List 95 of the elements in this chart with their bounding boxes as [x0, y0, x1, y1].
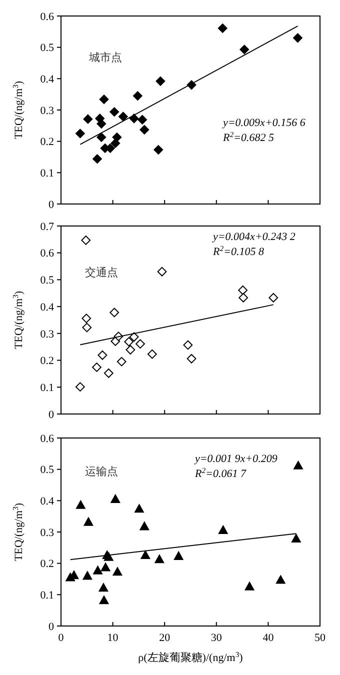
annotation: 运输点	[85, 465, 118, 478]
x-tick-label: 20	[159, 632, 171, 644]
point	[104, 368, 114, 378]
annotation: R$^{2}$=0.682 5	[222, 130, 274, 144]
point	[81, 236, 91, 245]
y-tick-label: 0.1	[40, 590, 54, 602]
y-tick-label: 0.6	[40, 248, 54, 260]
y-tick-label: 0	[48, 408, 54, 421]
point	[110, 494, 120, 503]
point	[186, 354, 196, 364]
y-tick-label: 0.7	[40, 220, 54, 233]
point	[82, 322, 92, 332]
y-tick-label: 0.2	[40, 355, 54, 368]
point	[100, 562, 110, 572]
point	[276, 575, 286, 584]
point	[110, 107, 120, 117]
point	[112, 132, 122, 142]
point	[126, 345, 136, 355]
annotation: y=0.001 9x+0.209	[194, 453, 278, 465]
y-tick-label: 0.3	[40, 526, 54, 539]
point	[104, 552, 114, 561]
point	[140, 125, 150, 134]
annotation: y=0.004x+0.243 2	[212, 231, 296, 243]
point	[138, 115, 148, 124]
point	[83, 114, 93, 124]
annotation: 城市点	[88, 51, 122, 64]
y-tick-label: 0.1	[40, 168, 54, 180]
point	[154, 145, 164, 154]
y-tick-label: 0.4	[40, 74, 54, 86]
point	[96, 132, 106, 142]
point	[110, 308, 120, 318]
y-tick-label: 0.6	[40, 432, 54, 445]
y-tick-label: 0.3	[40, 328, 54, 340]
point	[129, 332, 139, 342]
y-tick-label: 0.2	[40, 558, 54, 570]
point	[99, 596, 109, 604]
point	[174, 551, 184, 560]
point	[99, 94, 109, 104]
point	[112, 567, 122, 576]
x-axis-title: ρ(左旋葡聚糖)/(ng/m$^{3}$)	[138, 650, 244, 664]
point	[140, 522, 150, 530]
point	[92, 154, 102, 164]
point	[124, 337, 134, 346]
point	[156, 76, 166, 86]
y-tick-label: 0.6	[40, 10, 54, 23]
point	[118, 112, 128, 122]
point	[134, 504, 144, 513]
y-tick-label: 0	[48, 198, 54, 211]
point	[244, 582, 254, 590]
annotation: 交通点	[85, 266, 118, 279]
x-tick-label: 10	[107, 632, 119, 644]
point	[116, 356, 126, 366]
point	[84, 517, 94, 526]
point	[132, 91, 142, 101]
y-tick-label: 0.3	[40, 104, 54, 117]
point	[82, 314, 92, 324]
point	[268, 293, 278, 302]
x-tick-label: 50	[314, 632, 326, 644]
y-tick-label: 0.5	[40, 42, 54, 54]
point	[136, 339, 145, 349]
x-tick-label: 30	[210, 632, 222, 644]
point	[98, 583, 108, 592]
y-tick-label: 0.4	[40, 496, 54, 508]
point	[293, 33, 302, 43]
point	[240, 44, 250, 54]
y-tick-label: 0.5	[40, 464, 54, 476]
point	[183, 340, 193, 350]
point	[93, 566, 102, 574]
annotation: R$^{2}$=0.105 8	[212, 244, 264, 258]
y-tick-label: 0.5	[40, 274, 54, 287]
y-tick-label: 0	[48, 620, 54, 633]
point	[96, 119, 106, 128]
point	[75, 382, 85, 392]
point	[218, 525, 228, 534]
annotation: R$^{2}$=0.061 7	[194, 466, 246, 480]
y-tick-label: 0.4	[40, 301, 54, 314]
point	[82, 571, 92, 580]
point	[154, 554, 164, 564]
point	[294, 460, 303, 470]
point	[75, 128, 85, 138]
annotation: y=0.009x+0.156 6	[222, 117, 306, 129]
point	[76, 500, 86, 509]
y-tick-label: 0.1	[40, 382, 54, 394]
point	[140, 550, 150, 560]
point	[238, 285, 248, 295]
point	[238, 293, 248, 302]
point	[291, 534, 301, 542]
point	[147, 349, 157, 359]
point	[218, 24, 228, 33]
y-tick-label: 0.2	[40, 136, 54, 148]
point	[98, 350, 108, 360]
point	[92, 362, 102, 372]
x-tick-label: 0	[58, 632, 64, 644]
x-tick-label: 40	[262, 632, 274, 644]
point	[157, 266, 167, 276]
